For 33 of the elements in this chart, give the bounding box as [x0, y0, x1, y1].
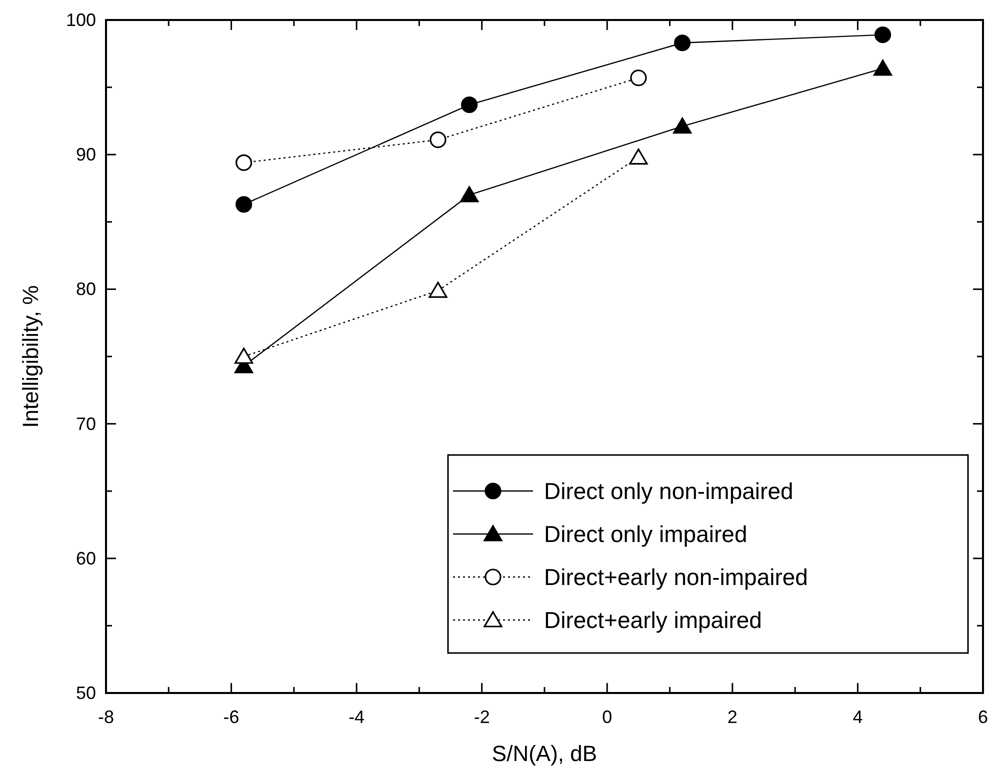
legend-label: Direct+early impaired: [544, 607, 762, 633]
point: [430, 131, 446, 148]
point: [874, 26, 892, 44]
point: [234, 348, 254, 364]
y-tick-label: 70: [76, 414, 96, 434]
x-tick-label: 2: [727, 707, 738, 727]
x-axis-title: S/N(A), dB: [492, 741, 598, 766]
point: [460, 186, 479, 202]
y-axis-title: Intelligibility, %: [18, 285, 43, 428]
x-tick-label: -2: [474, 707, 490, 727]
legend-label: Direct only impaired: [544, 521, 748, 547]
point: [873, 60, 892, 76]
y-tick-label: 60: [76, 548, 96, 568]
point: [428, 282, 448, 298]
point: [461, 96, 478, 114]
point: [236, 154, 252, 171]
y-tick-label: 100: [66, 10, 96, 30]
x-tick-label: -4: [348, 707, 365, 727]
x-tick-label: 0: [602, 707, 612, 727]
point: [673, 118, 692, 134]
x-tick-label: 4: [852, 707, 863, 727]
point: [630, 70, 647, 86]
y-tick-label: 90: [76, 144, 96, 165]
point: [629, 148, 648, 165]
x-tick-label: 6: [978, 707, 988, 727]
y-tick-label: 80: [76, 279, 96, 300]
x-tick-label: -6: [223, 707, 240, 727]
point: [674, 34, 691, 52]
legend-label: Direct+early non-impaired: [544, 564, 808, 590]
x-tick-label: -8: [98, 707, 114, 727]
legend-label: Direct only non-impaired: [544, 478, 794, 504]
point: [236, 196, 252, 213]
y-tick-label: 50: [76, 683, 96, 703]
